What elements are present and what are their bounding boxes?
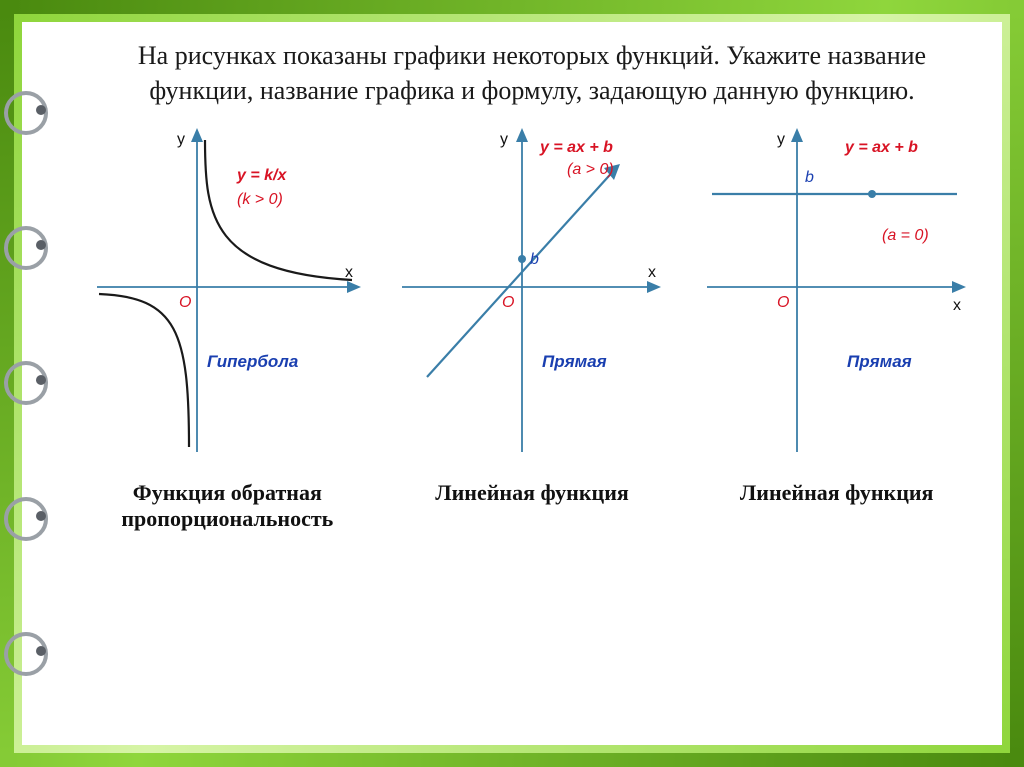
formula-text: у = ах + b	[844, 139, 918, 156]
condition-text: (a = 0)	[882, 227, 929, 244]
graph-name: Прямая	[542, 352, 607, 371]
x-axis-label: х	[953, 297, 961, 314]
x-axis-arrow-icon	[952, 281, 966, 293]
y-axis-label: у	[177, 131, 185, 148]
y-axis-arrow-icon	[516, 128, 528, 142]
graph-name: Прямая	[847, 352, 912, 371]
function-name: Функция обратная пропорциональность	[80, 480, 375, 532]
origin-label: О	[179, 294, 191, 311]
condition-text: (k > 0)	[237, 191, 283, 208]
x-axis-label: х	[648, 264, 656, 281]
spiral-ring	[4, 361, 48, 405]
x-axis-arrow-icon	[647, 281, 661, 293]
notebook-spiral	[14, 0, 64, 767]
line-const-svg-wrap: b у х О у = ах + b (a = 0) Прямая	[697, 122, 977, 462]
y-axis-arrow-icon	[791, 128, 803, 142]
hyperbola-svg: у х О у = k/х (k > 0) Гипербола	[87, 122, 367, 462]
x-axis-label: х	[345, 264, 353, 281]
origin-label: О	[502, 294, 514, 311]
hyperbola-svg-wrap: у х О у = k/х (k > 0) Гипербола	[87, 122, 367, 462]
formula-text: у = ах + b	[539, 139, 613, 156]
spiral-ring	[4, 91, 48, 135]
point-on-line	[868, 190, 876, 198]
function-name: Линейная функция	[740, 480, 934, 506]
graph-name: Гипербола	[207, 352, 298, 371]
hyperbola-branch-2	[99, 294, 189, 447]
spiral-ring	[4, 497, 48, 541]
charts-row: у х О у = k/х (k > 0) Гипербола Функция …	[70, 122, 994, 532]
slide-title: На рисунках показаны графики некоторых ф…	[90, 38, 974, 108]
b-label: b	[805, 169, 814, 186]
formula-text: у = k/х	[236, 167, 287, 184]
chart-line-constant: b у х О у = ах + b (a = 0) Прямая Линейн…	[689, 122, 984, 532]
origin-label: О	[777, 294, 789, 311]
hyperbola-branch-1	[205, 140, 352, 280]
y-axis-label: у	[777, 131, 785, 148]
spiral-ring	[4, 226, 48, 270]
spiral-ring	[4, 632, 48, 676]
line-const-svg: b у х О у = ах + b (a = 0) Прямая	[697, 122, 977, 462]
y-axis-arrow-icon	[191, 128, 203, 142]
chart-hyperbola: у х О у = k/х (k > 0) Гипербола Функция …	[80, 122, 375, 532]
line-pos-svg: b у х О у = ах + b (a > 0) Прямая	[392, 122, 672, 462]
condition-text: (a > 0)	[567, 161, 614, 178]
chart-line-positive: b у х О у = ах + b (a > 0) Прямая Линейн…	[385, 122, 680, 532]
b-label: b	[530, 251, 539, 268]
line-pos-svg-wrap: b у х О у = ах + b (a > 0) Прямая	[392, 122, 672, 462]
function-name: Линейная функция	[435, 480, 629, 506]
slide-content: На рисунках показаны графики некоторых ф…	[70, 30, 994, 737]
y-axis-label: у	[500, 131, 508, 148]
x-axis-arrow-icon	[347, 281, 361, 293]
intercept-point	[518, 255, 526, 263]
